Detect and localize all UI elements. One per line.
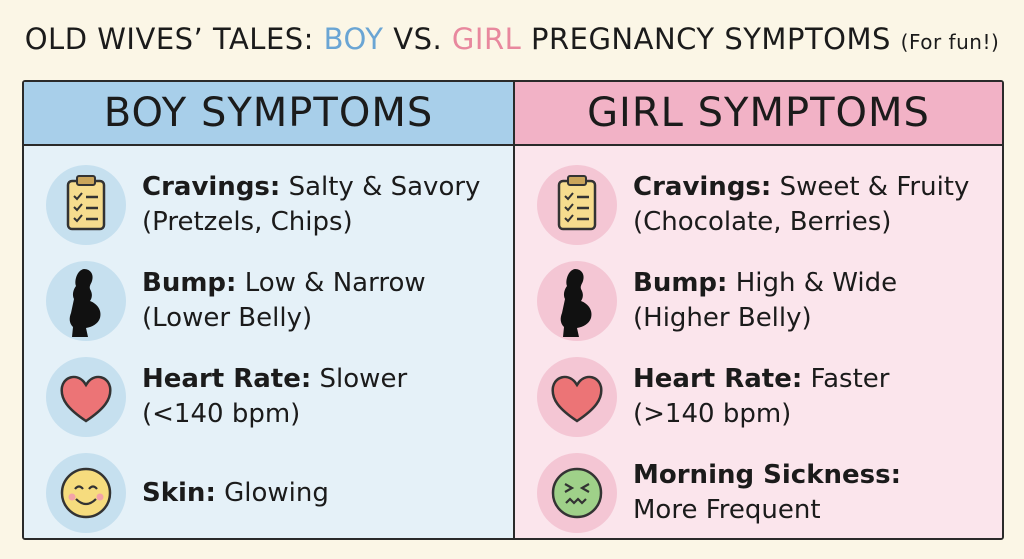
symptom-text: Heart Rate: Slower (<140 bpm) <box>142 362 492 432</box>
symptom-value: Slower <box>319 364 408 394</box>
symptom-note: (>140 bpm) <box>633 399 792 429</box>
symptom-value: Faster <box>810 364 890 394</box>
title-text: PREGNANCY SYMPTOMS <box>530 22 891 56</box>
symptom-label: Cravings: <box>142 172 281 202</box>
symptom-text: Morning Sickness: More Frequent <box>633 458 983 528</box>
icon <box>537 165 617 245</box>
title-text: VS. <box>393 22 443 56</box>
icon <box>46 453 126 533</box>
symptom-item: Skin: Glowing <box>44 448 504 538</box>
symptom-label: Morning Sickness: <box>633 460 901 490</box>
symptom-note: (Chocolate, Berries) <box>633 207 892 237</box>
symptom-value: High & Wide <box>735 268 898 298</box>
symptom-item: Bump: High & Wide (Higher Belly) <box>535 256 995 346</box>
symptom-item: Bump: Low & Narrow (Lower Belly) <box>44 256 504 346</box>
symptom-item: Cravings: Salty & Savory (Pretzels, Chips… <box>44 160 504 250</box>
symptom-text: Cravings: Sweet & Fruity (Chocolate, Berr… <box>633 170 983 240</box>
symptom-value: More Frequent <box>633 495 821 525</box>
symptom-item: Heart Rate: Faster (>140 bpm) <box>535 352 995 442</box>
symptom-label: Skin: <box>142 477 216 508</box>
symptom-text: Bump: High & Wide (Higher Belly) <box>633 266 983 336</box>
symptom-text: Bump: Low & Narrow (Lower Belly) <box>142 266 492 336</box>
title-boy: BOY <box>323 22 384 56</box>
symptom-note: (<140 bpm) <box>142 399 301 429</box>
symptom-label: Bump: <box>633 268 728 298</box>
title-note: (For fun!) <box>900 30 1000 54</box>
symptom-note: (Higher Belly) <box>633 303 812 333</box>
symptom-label: Heart Rate: <box>142 364 312 394</box>
symptom-item: Cravings: Sweet & Fruity (Chocolate, Berr… <box>535 160 995 250</box>
symptom-label: Heart Rate: <box>633 364 803 394</box>
symptom-value: Low & Narrow <box>244 268 426 298</box>
title-text: OLD WIVES’ TALES: <box>24 22 314 56</box>
symptom-label: Bump: <box>142 268 237 298</box>
column: GIRL SYMPTOMS Cravings: Sweet & Fruity (Ch… <box>515 82 1002 538</box>
symptom-value: Salty & Savory <box>288 172 481 202</box>
comparison-board: BOY SYMPTOMS Cravings: Salty & Savory (Pre… <box>22 80 1004 540</box>
symptom-item: Heart Rate: Slower (<140 bpm) <box>44 352 504 442</box>
icon <box>46 357 126 437</box>
column-heading: GIRL SYMPTOMS <box>515 82 1002 146</box>
symptom-text: Heart Rate: Faster (>140 bpm) <box>633 362 983 432</box>
symptom-text: Cravings: Salty & Savory (Pretzels, Chips… <box>142 170 492 240</box>
symptom-item: Morning Sickness: More Frequent <box>535 448 995 538</box>
symptom-label: Cravings: <box>633 172 772 202</box>
title: OLD WIVES’ TALES: BOY VS. GIRL PREGNANCY… <box>0 22 1024 56</box>
icon <box>537 261 617 341</box>
symptom-value: Sweet & Fruity <box>779 172 970 202</box>
symptom-note: (Lower Belly) <box>142 303 313 333</box>
symptom-text: Skin: Glowing <box>142 476 492 511</box>
icon <box>46 165 126 245</box>
icon <box>537 453 617 533</box>
title-girl: GIRL <box>451 22 522 56</box>
column: BOY SYMPTOMS Cravings: Salty & Savory (Pre… <box>24 82 515 538</box>
icon <box>537 357 617 437</box>
symptom-value: Glowing <box>224 477 329 508</box>
column-heading: BOY SYMPTOMS <box>24 82 513 146</box>
icon <box>46 261 126 341</box>
symptom-note: (Pretzels, Chips) <box>142 207 353 237</box>
